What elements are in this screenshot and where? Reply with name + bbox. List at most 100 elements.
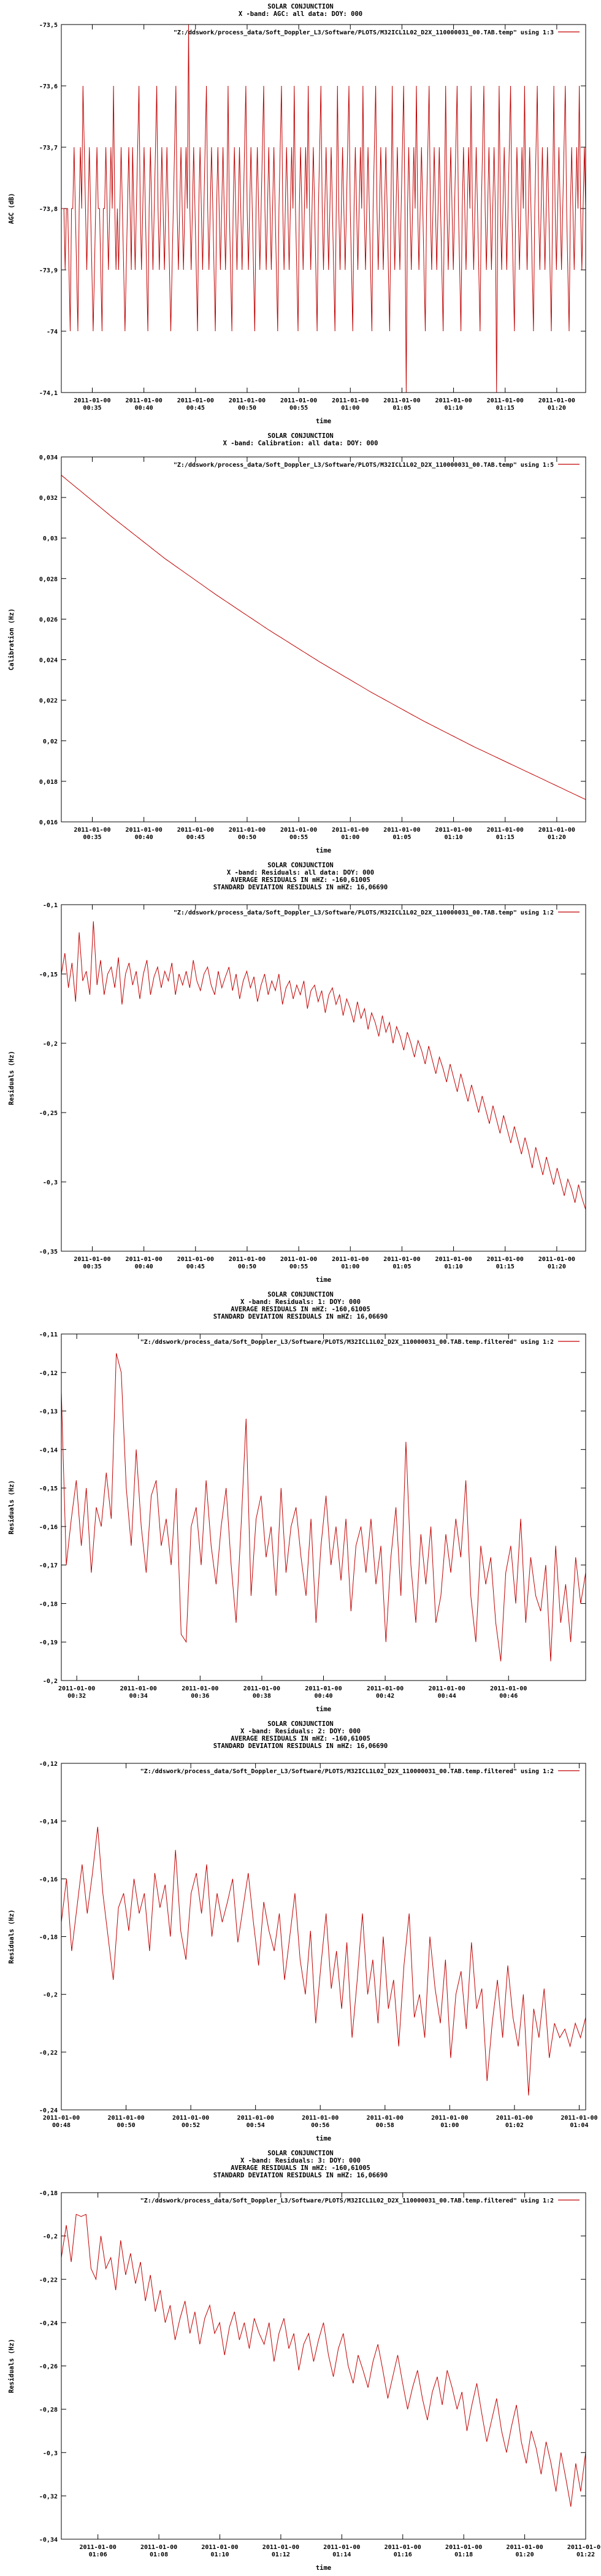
legend-label: "Z:/ddswork/process_data/Soft_Doppler_L3…: [174, 909, 554, 916]
x-tick-label: 2011-01-00: [431, 2115, 468, 2122]
y-tick-label: -0,18: [39, 1934, 58, 1941]
x-tick-label: 01:12: [272, 2551, 290, 2558]
x-tick-label: 00:44: [438, 1693, 456, 1700]
x-tick-label: 2011-01-00: [561, 2115, 597, 2122]
y-tick-label: -0,16: [39, 1524, 58, 1531]
x-tick-label: 2011-01-00: [435, 1256, 472, 1263]
x-tick-label: 2011-01-00: [567, 2544, 601, 2551]
x-tick-label: 01:05: [392, 405, 411, 412]
x-tick-label: 2011-01-00: [280, 1256, 317, 1263]
x-tick-label: 00:36: [191, 1693, 209, 1700]
legend-label: "Z:/ddswork/process_data/Soft_Doppler_L3…: [140, 1768, 554, 1775]
y-tick-label: -0,14: [39, 1447, 58, 1454]
series-line: [61, 24, 586, 393]
x-tick-label: 00:50: [117, 2122, 136, 2129]
x-tick-label: 01:02: [505, 2122, 524, 2129]
x-axis-label: time: [316, 847, 331, 854]
x-tick-label: 01:05: [392, 834, 411, 841]
chart-title-line: STANDARD DEVIATION RESIDUALS IN mHZ: 16,…: [213, 1313, 388, 1321]
y-tick-label: -0,2: [43, 2234, 58, 2241]
y-tick-label: -0,35: [39, 1249, 58, 1255]
y-tick-label: 0,026: [39, 616, 58, 623]
x-tick-label: 2011-01-00: [367, 1685, 404, 1692]
y-tick-label: 0,032: [39, 495, 58, 502]
y-tick-label: -0,2: [43, 1041, 58, 1048]
x-tick-label: 01:05: [392, 1263, 411, 1270]
x-tick-label: 01:15: [496, 834, 515, 841]
x-tick-label: 00:46: [499, 1693, 518, 1700]
chart-title-line: X -band: Residuals: 2: DOY: 000: [240, 1728, 361, 1735]
x-tick-label: 00:32: [67, 1693, 86, 1700]
x-tick-label: 2011-01-00: [323, 2544, 360, 2551]
y-tick-label: 0,022: [39, 698, 58, 705]
x-tick-label: 00:38: [253, 1693, 271, 1700]
y-tick-label: -73,5: [39, 22, 58, 29]
x-tick-label: 2011-01-00: [305, 1685, 342, 1692]
chart-panel-residuals-all: SOLAR CONJUNCTION X -band: Residuals: all…: [0, 859, 601, 1288]
x-tick-label: 00:40: [135, 1263, 153, 1270]
chart-title-line: SOLAR CONJUNCTION: [267, 3, 333, 10]
chart-title-line: AVERAGE RESIDUALS IN mHZ: -160,61005: [231, 2164, 370, 2172]
x-tick-label: 2011-01-00: [237, 2115, 274, 2122]
x-tick-label: 2011-01-00: [487, 397, 524, 404]
chart-title-line: SOLAR CONJUNCTION: [267, 2150, 333, 2157]
y-tick-label: -0,28: [39, 2407, 58, 2413]
plot-frame: [61, 2192, 586, 2540]
chart-title-line: STANDARD DEVIATION RESIDUALS IN mHZ: 16,…: [213, 1742, 388, 1750]
y-axis-label: AGC (dB): [8, 193, 15, 224]
x-tick-label: 2011-01-00: [280, 827, 317, 834]
x-tick-label: 2011-01-00: [177, 827, 214, 834]
y-tick-label: -0,18: [39, 2190, 58, 2197]
y-tick-label: -0,15: [39, 1485, 58, 1492]
x-tick-label: 2011-01-00: [332, 827, 369, 834]
x-tick-label: 2011-01-00: [107, 2115, 144, 2122]
x-tick-label: 2011-01-00: [385, 2544, 421, 2551]
chart-title-line: STANDARD DEVIATION RESIDUALS IN mHZ: 16,…: [213, 2172, 388, 2179]
x-tick-label: 2011-01-00: [487, 1256, 524, 1263]
x-tick-label: 00:42: [376, 1693, 394, 1700]
y-tick-label: 0,024: [39, 657, 58, 664]
x-tick-label: 01:16: [394, 2551, 412, 2558]
x-tick-label: 2011-01-00: [538, 1256, 575, 1263]
chart-title-line: X -band: Calibration: all data: DOY: 000: [223, 440, 378, 447]
legend-label: "Z:/ddswork/process_data/Soft_Doppler_L3…: [174, 461, 554, 469]
y-tick-label: -0,25: [39, 1110, 58, 1117]
x-tick-label: 00:40: [135, 405, 153, 412]
x-tick-label: 01:10: [210, 2551, 229, 2558]
x-tick-label: 00:45: [186, 1263, 205, 1270]
y-tick-label: -0,17: [39, 1563, 58, 1570]
y-axis-label: Residuals (Hz): [8, 1480, 15, 1535]
y-tick-label: -0,24: [39, 2320, 58, 2327]
x-tick-label: 00:55: [289, 405, 308, 412]
x-tick-label: 00:35: [83, 1263, 101, 1270]
x-axis-label: time: [316, 1276, 331, 1284]
y-tick-label: -0,2: [43, 1678, 58, 1685]
x-tick-label: 2011-01-00: [243, 1685, 280, 1692]
plot-frame: [61, 24, 586, 393]
x-tick-label: 2011-01-00: [302, 2115, 339, 2122]
x-tick-label: 2011-01-00: [74, 1256, 110, 1263]
y-tick-label: 0,034: [39, 454, 58, 461]
y-axis-label: Calibration (Hz): [8, 608, 15, 670]
x-tick-label: 01:00: [341, 1263, 359, 1270]
x-tick-label: 01:10: [445, 834, 463, 841]
x-tick-label: 2011-01-00: [172, 2115, 209, 2122]
x-tick-label: 2011-01-00: [229, 397, 266, 404]
x-tick-label: 01:14: [332, 2551, 351, 2558]
y-axis-label: Residuals (Hz): [8, 1051, 15, 1105]
x-tick-label: 2011-01-00: [126, 1256, 163, 1263]
x-tick-label: 00:35: [83, 405, 101, 412]
y-tick-label: -0,18: [39, 1601, 58, 1608]
chart-panel-calibration: SOLAR CONJUNCTION X -band: Calibration: a…: [0, 429, 601, 859]
y-tick-label: -0,2: [43, 1992, 58, 1999]
chart-title-line: X -band: Residuals: all data: DOY: 000: [227, 869, 374, 876]
series-line: [61, 2214, 586, 2507]
y-tick-label: -0,26: [39, 2364, 58, 2371]
x-axis-label: time: [316, 2564, 331, 2572]
chart-title-line: AVERAGE RESIDUALS IN mHZ: -160,61005: [231, 1735, 370, 1742]
y-tick-label: -0,24: [39, 2107, 58, 2114]
legend-label: "Z:/ddswork/process_data/Soft_Doppler_L3…: [174, 29, 554, 36]
plot-frame: [61, 456, 586, 822]
